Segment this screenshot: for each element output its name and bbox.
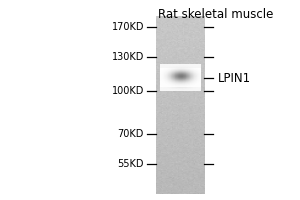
Text: 130KD: 130KD xyxy=(112,52,144,62)
Text: 70KD: 70KD xyxy=(118,129,144,139)
Text: 170KD: 170KD xyxy=(112,22,144,32)
Text: 100KD: 100KD xyxy=(112,86,144,96)
Text: LPIN1: LPIN1 xyxy=(218,72,250,84)
Text: 55KD: 55KD xyxy=(118,159,144,169)
Text: Rat skeletal muscle: Rat skeletal muscle xyxy=(158,8,274,21)
